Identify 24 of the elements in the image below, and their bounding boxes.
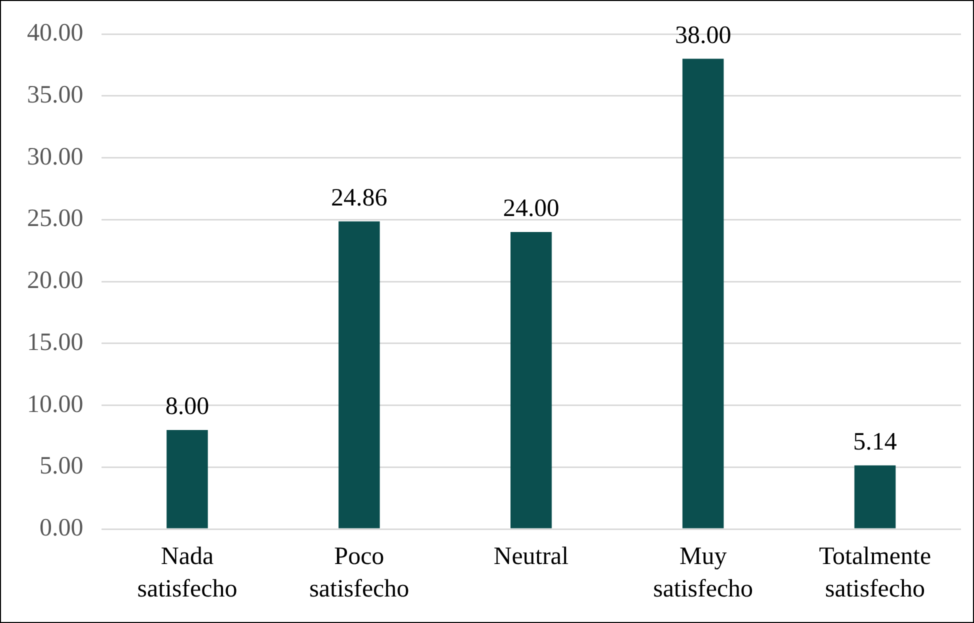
x-tick-label: Muy satisfecho <box>653 542 754 602</box>
x-tick-label: Poco satisfecho <box>309 542 410 602</box>
bar <box>682 58 724 528</box>
y-tick-label: 10.00 <box>27 390 84 418</box>
x-tick-label: Neutral <box>494 542 569 570</box>
data-label: 8.00 <box>165 393 210 420</box>
bar <box>338 221 380 528</box>
y-tick-label: 0.00 <box>40 514 84 542</box>
data-label: 5.14 <box>853 428 898 456</box>
bar <box>166 430 208 528</box>
bar <box>510 232 552 528</box>
y-tick-label: 20.00 <box>27 267 84 294</box>
y-tick-label: 40.00 <box>27 20 84 47</box>
y-tick-label: 30.00 <box>27 143 84 170</box>
y-tick-label: 15.00 <box>27 328 84 356</box>
y-tick-label: 25.00 <box>27 205 84 232</box>
y-tick-label: 35.00 <box>27 81 84 108</box>
data-label: 38.00 <box>674 22 732 49</box>
y-tick-label: 5.00 <box>40 452 84 480</box>
bar <box>854 465 896 528</box>
x-tick-label: Totalmente satisfecho <box>818 542 932 602</box>
data-label: 24.86 <box>331 184 388 212</box>
x-tick-label: Nada satisfecho <box>137 542 238 602</box>
data-label: 24.00 <box>503 195 560 222</box>
